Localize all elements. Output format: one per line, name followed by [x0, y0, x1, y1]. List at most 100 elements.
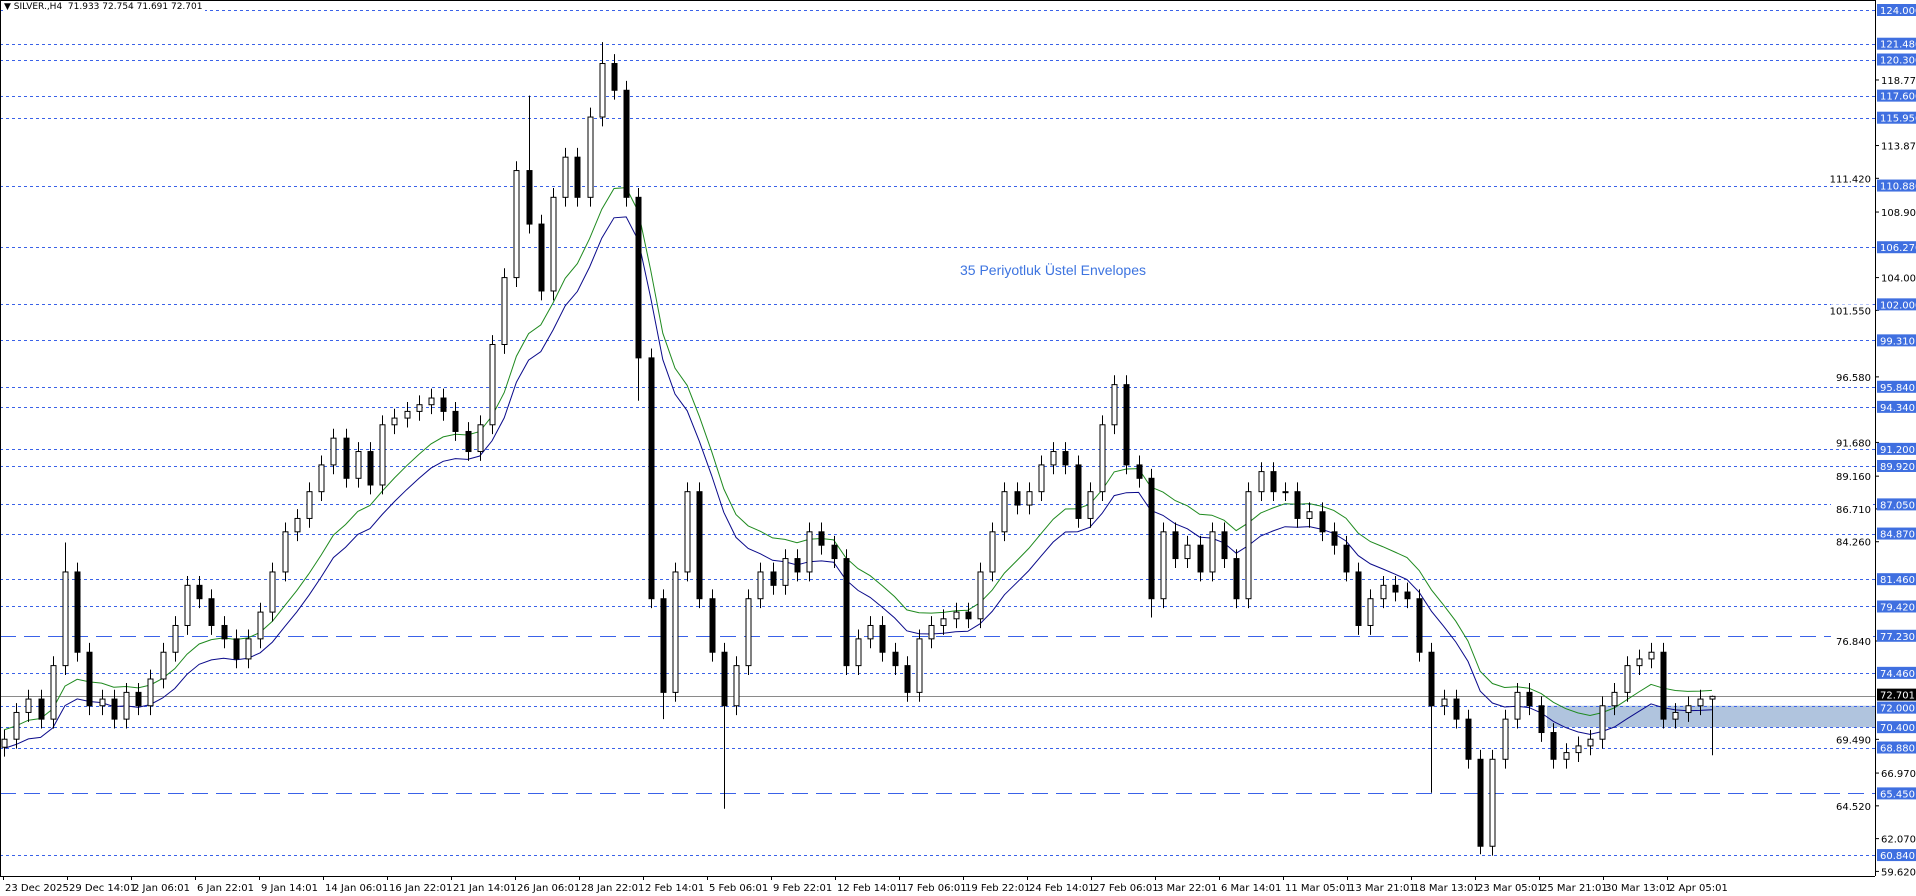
candle-body	[440, 397, 447, 412]
level-label-box	[1877, 629, 1916, 642]
time-tick-label: 2 Jan 06:01	[133, 883, 190, 894]
candle	[1075, 455, 1082, 528]
candle-body	[672, 571, 679, 693]
candle-body	[855, 638, 862, 667]
level-label-text: 87.050	[1880, 500, 1915, 511]
candle-body	[696, 491, 703, 600]
ohlc-label: 71.933 72.754 71.691 72.701	[67, 2, 203, 12]
candle-body	[892, 651, 899, 667]
candle-body	[782, 558, 789, 586]
time-tick-label: 16 Jan 22:01	[389, 883, 452, 894]
triangle-down-icon[interactable]: ▼	[4, 2, 14, 12]
candle-body	[733, 665, 740, 707]
candle-body	[1624, 665, 1631, 693]
candle-body	[355, 451, 362, 479]
candle	[733, 656, 740, 716]
candle	[62, 542, 69, 675]
level-label-box	[1877, 741, 1916, 754]
level-price-label: 99.310	[1877, 334, 1916, 347]
price-tick-label-bg	[1831, 470, 1873, 483]
candle-body	[904, 665, 911, 693]
level-price-label: 79.420	[1877, 600, 1916, 613]
symbol-label: SILVER.,H4	[13, 2, 63, 12]
candle-body	[1465, 718, 1472, 760]
candle-body	[1087, 491, 1094, 519]
level-label-box	[1877, 442, 1916, 455]
level-label-text: 95.840	[1880, 383, 1915, 394]
candle-body	[1136, 464, 1143, 479]
candle-body	[1184, 544, 1191, 560]
candle	[684, 482, 691, 582]
price-tick-label-bg	[1831, 535, 1873, 548]
candle	[282, 522, 289, 582]
candle-body	[1697, 698, 1704, 707]
level-label-box	[1877, 459, 1916, 472]
level-label-box	[1877, 53, 1916, 66]
candle	[526, 95, 533, 234]
candle-body	[257, 611, 264, 640]
candle	[1050, 442, 1057, 475]
level-price-label: 121.480	[1877, 37, 1916, 51]
time-tick-label: 26 Jan 06:01	[517, 883, 580, 894]
candle	[343, 428, 350, 488]
candle	[867, 616, 874, 649]
envelope-upper-line	[3, 187, 1713, 731]
candle-body	[501, 277, 508, 346]
candle	[574, 147, 581, 207]
candle-body	[745, 598, 752, 667]
candle-body	[1270, 471, 1277, 493]
level-label-box	[1877, 179, 1916, 192]
price-tick-label-bg	[1831, 635, 1873, 648]
candle	[550, 187, 557, 301]
candle-body	[1209, 531, 1216, 573]
candle-body	[147, 678, 154, 707]
price-tick-label: 96.580	[1836, 373, 1871, 384]
candle-body	[208, 598, 215, 626]
candle-body	[648, 357, 655, 600]
candle-body	[1123, 384, 1130, 466]
level-price-label: 60.840	[1877, 849, 1916, 862]
level-label-text: 115.950	[1880, 114, 1916, 125]
candle-body	[1587, 738, 1594, 747]
candle	[879, 616, 886, 662]
candle-body	[1441, 698, 1448, 707]
candle	[1282, 482, 1289, 502]
level-price-label: 77.230	[1877, 629, 1916, 643]
level-label-text: 120.300	[1880, 56, 1916, 67]
candle	[1331, 522, 1338, 555]
candle-body	[757, 571, 764, 600]
candle	[940, 609, 947, 635]
candle-body	[416, 404, 423, 412]
candle	[782, 549, 789, 595]
level-label-box	[1877, 701, 1916, 714]
level-price-label: 94.340	[1877, 400, 1916, 414]
candle	[1526, 683, 1533, 716]
level-label-box	[1877, 666, 1916, 679]
level-label-box	[1877, 400, 1916, 413]
candle-body	[867, 624, 874, 640]
price-tick-label: 108.900	[1881, 208, 1916, 219]
price-tick-label: 111.420	[1830, 174, 1871, 185]
candle	[1514, 683, 1521, 729]
candle-body	[160, 651, 167, 680]
candle-body	[1502, 718, 1509, 760]
candle-body	[709, 598, 716, 653]
candle	[648, 348, 655, 609]
level-label-box	[1877, 849, 1916, 862]
candle-body	[843, 558, 850, 667]
candle	[599, 42, 606, 127]
chart-header: ▼ SILVER.,H4 71.933 72.754 71.691 72.701	[4, 2, 206, 12]
level-price-label: 115.950	[1877, 111, 1916, 125]
candle	[428, 388, 435, 415]
candle	[1306, 502, 1313, 528]
candle-body	[111, 698, 118, 720]
candle	[843, 549, 850, 675]
candle-body	[74, 571, 81, 653]
candle-body	[452, 410, 459, 432]
candle	[1319, 502, 1326, 542]
candle	[562, 147, 569, 207]
candle	[904, 656, 911, 702]
candle	[1, 729, 8, 757]
candle-body	[1331, 531, 1338, 546]
